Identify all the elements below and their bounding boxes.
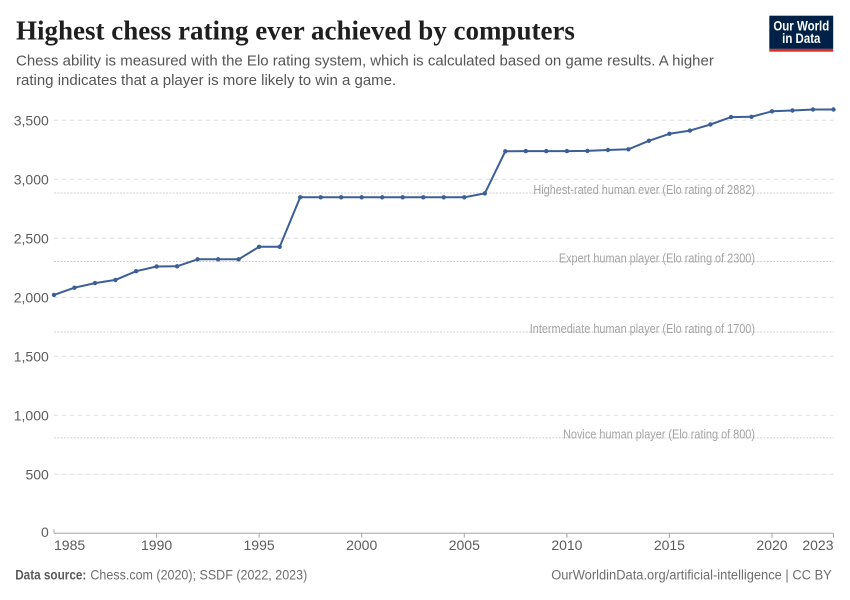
svg-text:2000: 2000: [346, 537, 377, 553]
svg-text:Data source:: Data source:: [15, 566, 86, 582]
svg-text:2,500: 2,500: [14, 230, 49, 246]
svg-text:3,000: 3,000: [14, 171, 49, 187]
svg-text:2023: 2023: [802, 537, 833, 553]
svg-text:Chess.com (2020); SSDF (2022,: Chess.com (2020); SSDF (2022, 2023): [90, 567, 307, 583]
svg-text:1990: 1990: [141, 537, 172, 553]
svg-text:Highest-rated human ever (Elo: Highest-rated human ever (Elo rating of …: [533, 183, 755, 197]
svg-text:Our World: Our World: [773, 17, 829, 33]
svg-text:500: 500: [25, 466, 49, 482]
svg-text:Novice human player (Elo ratin: Novice human player (Elo rating of 800): [563, 428, 755, 442]
svg-text:Highest chess rating ever achi: Highest chess rating ever achieved by co…: [16, 16, 575, 46]
svg-text:1985: 1985: [54, 537, 85, 553]
svg-text:Expert human player (Elo ratin: Expert human player (Elo rating of 2300): [559, 252, 755, 266]
svg-text:Chess ability is measured with: Chess ability is measured with the Elo r…: [16, 53, 714, 70]
svg-text:2,000: 2,000: [14, 289, 49, 305]
svg-text:2015: 2015: [654, 537, 685, 553]
svg-text:1,500: 1,500: [14, 348, 49, 364]
svg-text:2005: 2005: [449, 537, 480, 553]
svg-text:0: 0: [41, 524, 49, 540]
svg-text:rating indicates that a player: rating indicates that a player is more l…: [16, 72, 396, 89]
svg-text:OurWorldinData.org/artificial-: OurWorldinData.org/artificial-intelligen…: [551, 567, 832, 583]
svg-text:1,000: 1,000: [14, 407, 49, 423]
svg-text:2020: 2020: [756, 537, 787, 553]
svg-text:3,500: 3,500: [14, 112, 49, 128]
svg-text:in Data: in Data: [782, 30, 821, 46]
svg-text:1995: 1995: [244, 537, 275, 553]
svg-text:2010: 2010: [551, 537, 582, 553]
svg-text:Intermediate human player (Elo: Intermediate human player (Elo rating of…: [530, 322, 755, 336]
